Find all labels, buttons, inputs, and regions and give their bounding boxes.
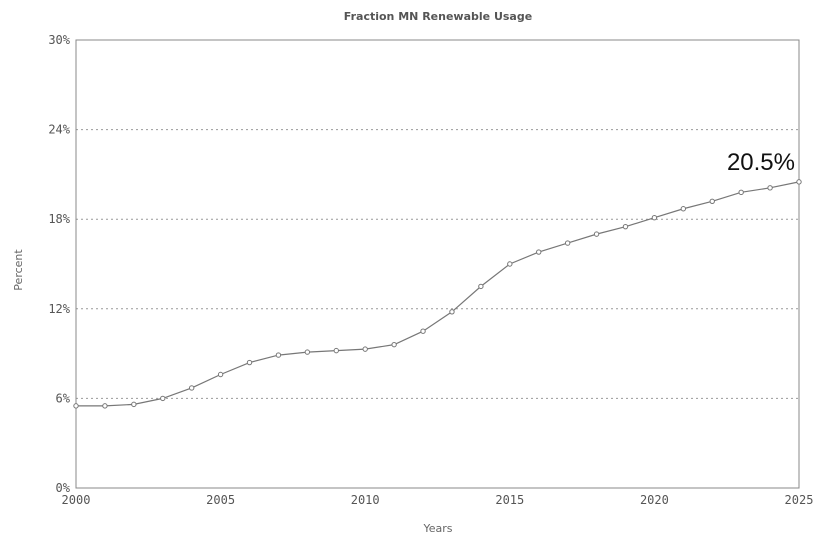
data-point (391, 341, 397, 348)
data-point (680, 206, 687, 212)
data-point (593, 231, 600, 237)
annotations: 20.5% (727, 149, 795, 176)
y-tick-label: 6% (56, 391, 71, 405)
x-tick-label: 2015 (495, 493, 524, 507)
data-point (651, 215, 658, 221)
data-point (333, 347, 339, 354)
data-point (536, 249, 542, 255)
data-point (622, 223, 629, 230)
x-tick-label: 2025 (785, 493, 814, 507)
data-point (420, 328, 426, 334)
data-point (478, 283, 484, 290)
data-point (767, 185, 773, 191)
data-point (102, 403, 108, 409)
y-axis-ticks: 0% 6% 12% 18% 24% 30% (48, 33, 70, 495)
data-point (449, 309, 455, 315)
data-point (73, 403, 79, 409)
data-point (246, 359, 253, 366)
series-group (73, 179, 802, 409)
data-point (564, 240, 571, 246)
data-point (738, 189, 744, 196)
plot-frame (75, 39, 800, 489)
y-axis-label: Percent (12, 249, 25, 291)
x-axis-ticks: 2000 2005 2010 2015 2020 2025 (62, 493, 814, 507)
data-point (188, 385, 195, 391)
x-tick-label: 2000 (62, 493, 91, 507)
y-tick-label: 30% (48, 33, 70, 47)
data-point (507, 261, 513, 267)
chart-title: Fraction MN Renewable Usage (344, 10, 532, 23)
data-point (362, 346, 368, 352)
y-tick-label: 12% (48, 302, 70, 316)
data-point (160, 395, 166, 402)
data-point (131, 401, 137, 408)
y-tick-label: 18% (48, 212, 70, 226)
data-point (709, 198, 715, 204)
x-tick-label: 2010 (351, 493, 380, 507)
annotation-label: 20.5% (727, 149, 795, 176)
x-tick-label: 2020 (640, 493, 669, 507)
grid (76, 129, 799, 399)
y-tick-label: 0% (56, 481, 71, 495)
x-tick-label: 2005 (206, 493, 235, 507)
x-axis-label: Years (422, 522, 452, 535)
data-point (275, 352, 282, 358)
series-line (76, 181, 800, 407)
data-point (304, 349, 311, 355)
y-tick-label: 24% (48, 123, 70, 137)
data-point (796, 179, 802, 185)
data-point (217, 371, 224, 378)
